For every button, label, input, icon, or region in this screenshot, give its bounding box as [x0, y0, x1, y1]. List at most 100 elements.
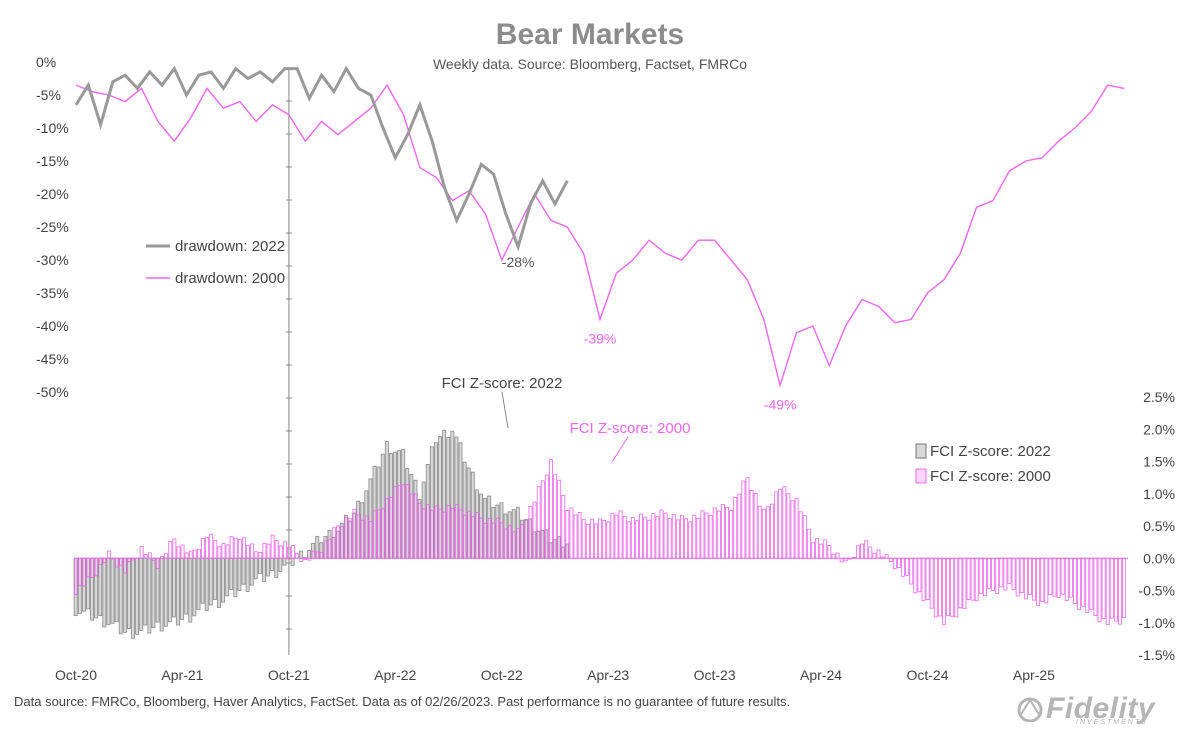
bar-fci-2022 [110, 557, 115, 624]
bar-fci-2000 [242, 537, 246, 559]
bar-fci-2000 [782, 486, 787, 559]
bar-fci-2000 [884, 553, 889, 559]
bar-fci-2000 [360, 519, 365, 559]
bar-fci-2000 [151, 557, 156, 562]
bar-fci-2000 [860, 543, 865, 559]
bar-fci-2000 [540, 480, 545, 559]
bar-fci-2000 [692, 514, 697, 559]
bar-fci-2000 [348, 517, 353, 559]
bar-fci-2000 [176, 546, 181, 559]
bar-fci-2000 [1097, 557, 1102, 623]
bar-fci-2000 [315, 551, 320, 559]
bar-fci-2000 [565, 510, 570, 559]
bar-fci-2000 [684, 518, 689, 559]
bar-fci-2000 [606, 521, 611, 559]
bar-fci-2000 [381, 508, 386, 559]
bar-fci-2000 [655, 516, 660, 559]
bar-fci-2000 [352, 508, 357, 559]
bar-fci-2000 [716, 510, 721, 559]
bar-fci-2000 [1109, 557, 1114, 619]
bar-fci-2022 [126, 557, 131, 629]
bar-fci-2000 [139, 546, 144, 559]
bar-fci-2022 [196, 557, 201, 610]
bar-fci-2022 [118, 557, 123, 635]
bar-fci-2000 [937, 557, 942, 617]
bar-fci-2000 [1015, 557, 1020, 597]
bar-fci-2000 [1073, 557, 1077, 604]
bar-fci-2000 [332, 527, 336, 559]
bar-fci-2000 [389, 496, 394, 559]
bar-fci-2000 [147, 552, 152, 559]
bar-fci-2022 [282, 557, 287, 566]
bar-fci-2000 [888, 557, 893, 562]
bar-fci-2000 [471, 516, 476, 559]
bar-fci-2000 [287, 546, 291, 559]
bar-fci-2000 [991, 557, 996, 591]
y-tick-label-drawdown: -20% [36, 186, 69, 202]
bar-fci-2000 [401, 484, 406, 559]
bar-fci-2000 [544, 474, 549, 559]
bar-fci-2000 [377, 509, 381, 559]
bar-fci-2000 [303, 557, 308, 560]
bar-fci-2022 [114, 557, 119, 623]
bar-fci-2000 [1060, 557, 1065, 595]
bar-fci-2000 [790, 500, 795, 559]
bar-fci-2000 [872, 552, 877, 559]
bar-fci-2000 [250, 543, 255, 559]
bar-fci-2000 [897, 557, 901, 569]
bar-fci-2000 [418, 503, 422, 559]
bar-fci-2000 [258, 552, 263, 559]
footer-note: Data source: FMRCo, Bloomberg, Haver Ana… [14, 694, 791, 709]
bar-fci-2000 [839, 557, 844, 563]
bar-fci-2000 [688, 521, 693, 559]
bar-fci-2000 [246, 545, 250, 559]
bar-fci-2000 [999, 557, 1004, 588]
bar-fci-2000 [115, 557, 119, 568]
bar-fci-2000 [1089, 557, 1094, 610]
bar-fci-2000 [708, 514, 713, 559]
legend-swatch-fci-2022 [915, 443, 927, 459]
legend-label-fci-2000: FCI Z-score: 2000 [930, 468, 1051, 485]
bar-fci-2000 [970, 557, 975, 601]
bar-fci-2000 [635, 520, 639, 559]
bar-fci-2000 [643, 516, 648, 559]
bar-fci-2000 [364, 515, 369, 559]
bar-fci-2000 [98, 557, 103, 565]
bar-fci-2000 [184, 552, 189, 559]
y-tick-label-drawdown: -45% [36, 351, 69, 367]
bar-fci-2000 [577, 512, 582, 559]
bar-fci-2000 [446, 505, 451, 559]
x-tick-label: Oct-21 [268, 667, 310, 683]
bar-fci-2022 [131, 557, 135, 639]
bar-fci-2000 [201, 538, 205, 559]
bar-fci-2000 [192, 549, 197, 559]
bar-fci-2000 [442, 511, 447, 559]
bar-fci-2022 [159, 557, 164, 632]
bar-fci-2000 [987, 557, 991, 589]
bar-fci-2000 [385, 497, 390, 559]
bar-fci-2000 [794, 497, 799, 559]
bar-fci-2000 [974, 557, 979, 602]
annotation-callout-2000 [611, 436, 629, 463]
bar-fci-2022 [184, 557, 189, 615]
bar-fci-2000 [639, 513, 643, 559]
bar-fci-2000 [327, 538, 332, 559]
bar-fci-2000 [270, 534, 275, 559]
bar-fci-2000 [160, 555, 165, 559]
bar-fci-2000 [434, 505, 439, 559]
bar-fci-2000 [622, 515, 627, 559]
bar-fci-2000 [880, 556, 885, 559]
bar-fci-2000 [913, 557, 918, 594]
bar-fci-2000 [737, 493, 742, 559]
bar-fci-2022 [212, 557, 217, 600]
data-label-2000-trough: -39% [584, 330, 617, 346]
bar-fci-2000 [499, 522, 504, 559]
bar-fci-2000 [479, 517, 484, 559]
bar-fci-2000 [438, 508, 443, 559]
bar-fci-2000 [761, 508, 766, 559]
bar-fci-2000 [422, 508, 427, 559]
x-tick-label: Apr-25 [1013, 667, 1055, 683]
bar-fci-2000 [94, 557, 99, 577]
